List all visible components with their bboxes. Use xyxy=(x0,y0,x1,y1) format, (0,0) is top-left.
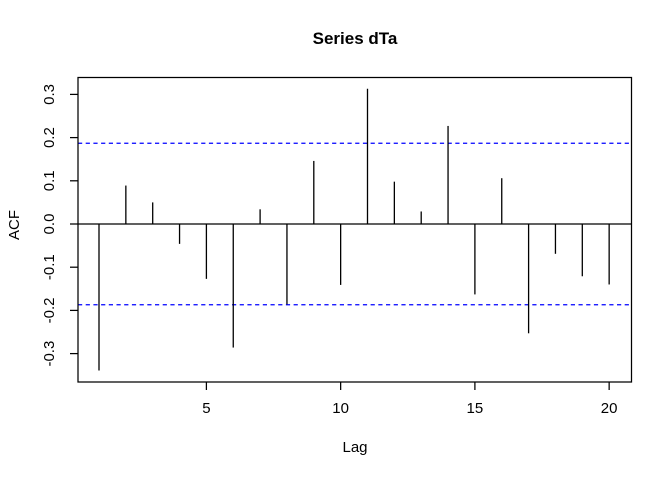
chart-title: Series dTa xyxy=(312,29,398,48)
y-tick-label--0.2: -0.2 xyxy=(41,297,58,323)
y-tick-label-0.3: 0.3 xyxy=(41,84,58,105)
y-tick-label-0.2: 0.2 xyxy=(41,127,58,148)
y-axis-title: ACF xyxy=(6,210,23,240)
x-tick-label-20: 20 xyxy=(601,400,618,417)
x-tick-label-5: 5 xyxy=(202,400,210,417)
y-tick-label--0.1: -0.1 xyxy=(41,254,58,280)
y-tick-label-0.1: 0.1 xyxy=(41,170,58,191)
y-tick-label-0.0: 0.0 xyxy=(41,214,58,235)
x-axis-title: Lag xyxy=(342,439,368,456)
y-tick-label--0.3: -0.3 xyxy=(41,341,58,367)
x-tick-label-10: 10 xyxy=(332,400,349,417)
x-tick-label-15: 15 xyxy=(467,400,484,417)
plot-box xyxy=(77,76,633,383)
